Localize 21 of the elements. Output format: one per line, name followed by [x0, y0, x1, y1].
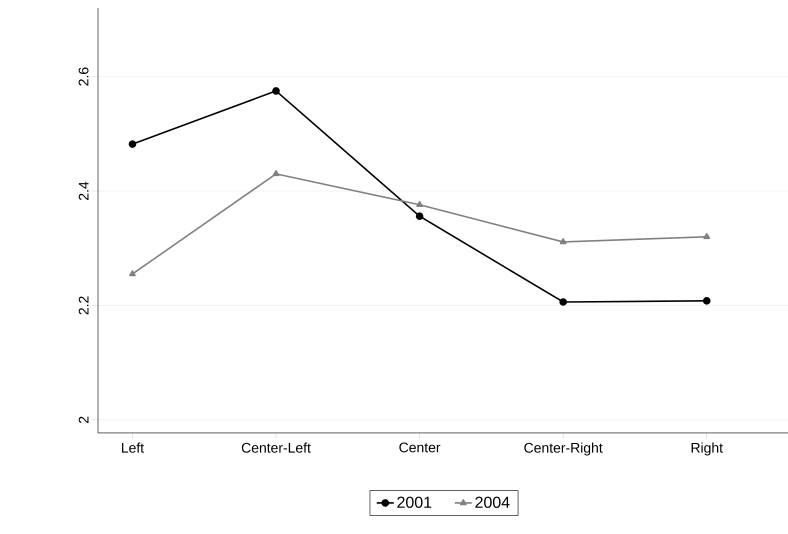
- point: [559, 298, 567, 306]
- x-tick-label: Center-Right: [524, 442, 603, 456]
- x-tick-label: Left: [122, 442, 144, 453]
- x-tick-label: Center-Left: [242, 442, 311, 453]
- point: [560, 238, 567, 244]
- legend-label: 2001: [397, 496, 432, 508]
- y-tick-label: 2: [78, 416, 88, 424]
- point: [702, 297, 711, 305]
- y-tick-label: 2.6: [78, 68, 88, 86]
- x-tick-label: Center: [399, 442, 440, 452]
- point: [416, 200, 423, 208]
- y-tick-label: 2.4: [78, 182, 88, 200]
- point: [128, 140, 136, 148]
- point: [272, 87, 280, 95]
- y-tick-label: 2.2: [78, 296, 88, 314]
- point: [703, 232, 710, 240]
- point: [272, 170, 280, 176]
- x-tick-label: Right: [692, 442, 723, 456]
- legend-label: 2004: [475, 496, 510, 508]
- point: [129, 270, 136, 276]
- point: [416, 212, 424, 220]
